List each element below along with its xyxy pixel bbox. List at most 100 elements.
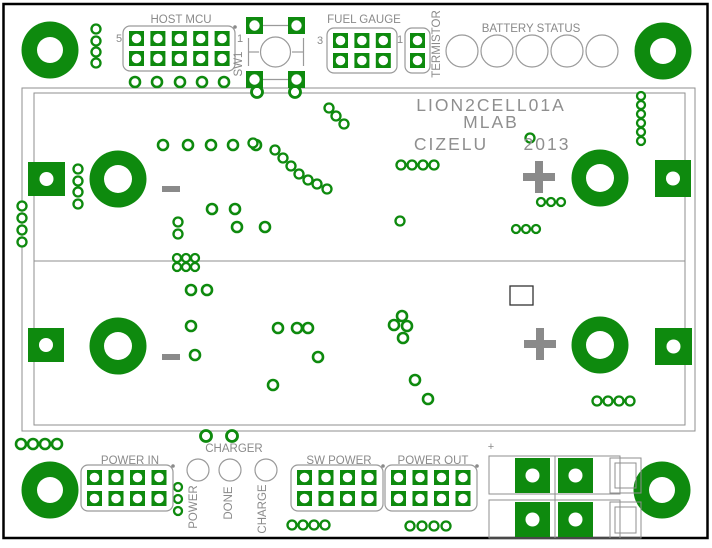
header-pin-hole xyxy=(154,493,164,504)
header-pin-hole xyxy=(299,472,310,483)
via xyxy=(323,102,335,114)
via xyxy=(406,159,418,171)
connector-pad-hole xyxy=(568,468,583,483)
label-power-in: POWER IN xyxy=(101,455,159,467)
via xyxy=(555,196,567,208)
via xyxy=(72,175,84,187)
output-connector xyxy=(488,455,642,539)
square-pad-hole xyxy=(666,171,680,186)
fuel-gauge-header-outline xyxy=(326,27,398,74)
via xyxy=(602,395,614,407)
host-mcu-header-outline xyxy=(122,25,236,72)
donut-pad-hole xyxy=(37,477,63,503)
pin1-dot xyxy=(381,464,385,468)
via xyxy=(16,200,28,212)
label-charger: CHARGER xyxy=(205,443,263,455)
cell1-plus-symbol xyxy=(523,161,555,193)
header-pin-hole xyxy=(153,33,163,44)
pin1-dot xyxy=(233,25,237,29)
header-pin-hole xyxy=(393,493,404,504)
via xyxy=(184,319,198,333)
via xyxy=(286,519,298,531)
battery-status-led xyxy=(515,34,549,68)
header-pin-hole xyxy=(415,472,425,483)
label-year: 2013 xyxy=(524,134,571,154)
via xyxy=(16,236,28,248)
header-pin-hole xyxy=(154,472,164,483)
via xyxy=(150,75,164,89)
via xyxy=(72,186,84,198)
via xyxy=(72,163,84,175)
header-pin-hole xyxy=(393,472,404,483)
header-pin-hole xyxy=(458,472,468,483)
via xyxy=(302,174,314,186)
via xyxy=(520,223,532,235)
sw1-pad-hole xyxy=(291,20,302,31)
label-fuel-pin3: 3 xyxy=(317,35,323,47)
donut-pad-hole xyxy=(104,332,132,360)
label-power-out: POWER OUT xyxy=(398,455,469,467)
via xyxy=(189,252,201,264)
via xyxy=(635,108,647,120)
via xyxy=(417,159,429,171)
via xyxy=(297,519,309,531)
via xyxy=(269,144,281,156)
via xyxy=(16,212,28,224)
pin1-markers xyxy=(171,25,479,468)
via xyxy=(90,46,102,58)
header-pin-hole xyxy=(335,55,346,66)
via xyxy=(290,321,304,335)
sw-power-header xyxy=(290,464,384,512)
label-fuel-pin1: 1 xyxy=(397,34,403,46)
via xyxy=(545,196,557,208)
label-fuel-gauge: FUEL GAUGE xyxy=(327,14,401,26)
header-pin-hole xyxy=(436,493,447,504)
via xyxy=(90,57,102,69)
via xyxy=(635,90,647,102)
via xyxy=(199,429,213,443)
label-charger-done: DONE xyxy=(223,486,235,520)
via xyxy=(635,135,647,147)
header-pin-hole xyxy=(412,35,423,46)
label-connector-plus: + xyxy=(488,441,494,453)
via xyxy=(171,261,183,273)
connector-pad-hole xyxy=(525,468,540,483)
header-pin-hole xyxy=(321,472,331,483)
termistor-header-outline xyxy=(404,27,431,74)
via xyxy=(184,283,198,297)
header-pin-hole xyxy=(342,493,353,504)
header-pin-hole xyxy=(357,55,367,66)
via xyxy=(319,519,331,531)
via xyxy=(180,252,192,264)
via xyxy=(404,520,416,532)
header-pin-hole xyxy=(378,55,389,66)
via xyxy=(510,223,522,235)
via xyxy=(171,252,183,264)
header-pin-hole xyxy=(458,493,468,504)
header-pin-hole xyxy=(132,493,143,504)
header-pin-hole xyxy=(153,53,163,64)
header-pin-hole xyxy=(378,35,389,46)
header-pin-hole xyxy=(415,493,425,504)
square-pad-hole xyxy=(39,338,53,352)
via xyxy=(428,159,440,171)
via xyxy=(635,117,647,129)
via xyxy=(172,505,184,517)
via xyxy=(225,429,239,443)
pin-headers-layer xyxy=(80,25,478,512)
header-pin-hole xyxy=(89,493,100,504)
label-host-pin5: 5 xyxy=(116,33,122,45)
via xyxy=(635,126,647,138)
via xyxy=(394,215,406,227)
label-board-name: LION2CELL01A xyxy=(416,95,566,115)
donut-pad-hole xyxy=(586,164,614,192)
via xyxy=(128,75,142,89)
pin1-dot xyxy=(171,464,175,468)
header-pin-hole xyxy=(195,53,206,64)
header-pin-hole xyxy=(111,472,121,483)
via xyxy=(173,75,187,89)
via xyxy=(535,196,547,208)
via xyxy=(50,437,64,451)
